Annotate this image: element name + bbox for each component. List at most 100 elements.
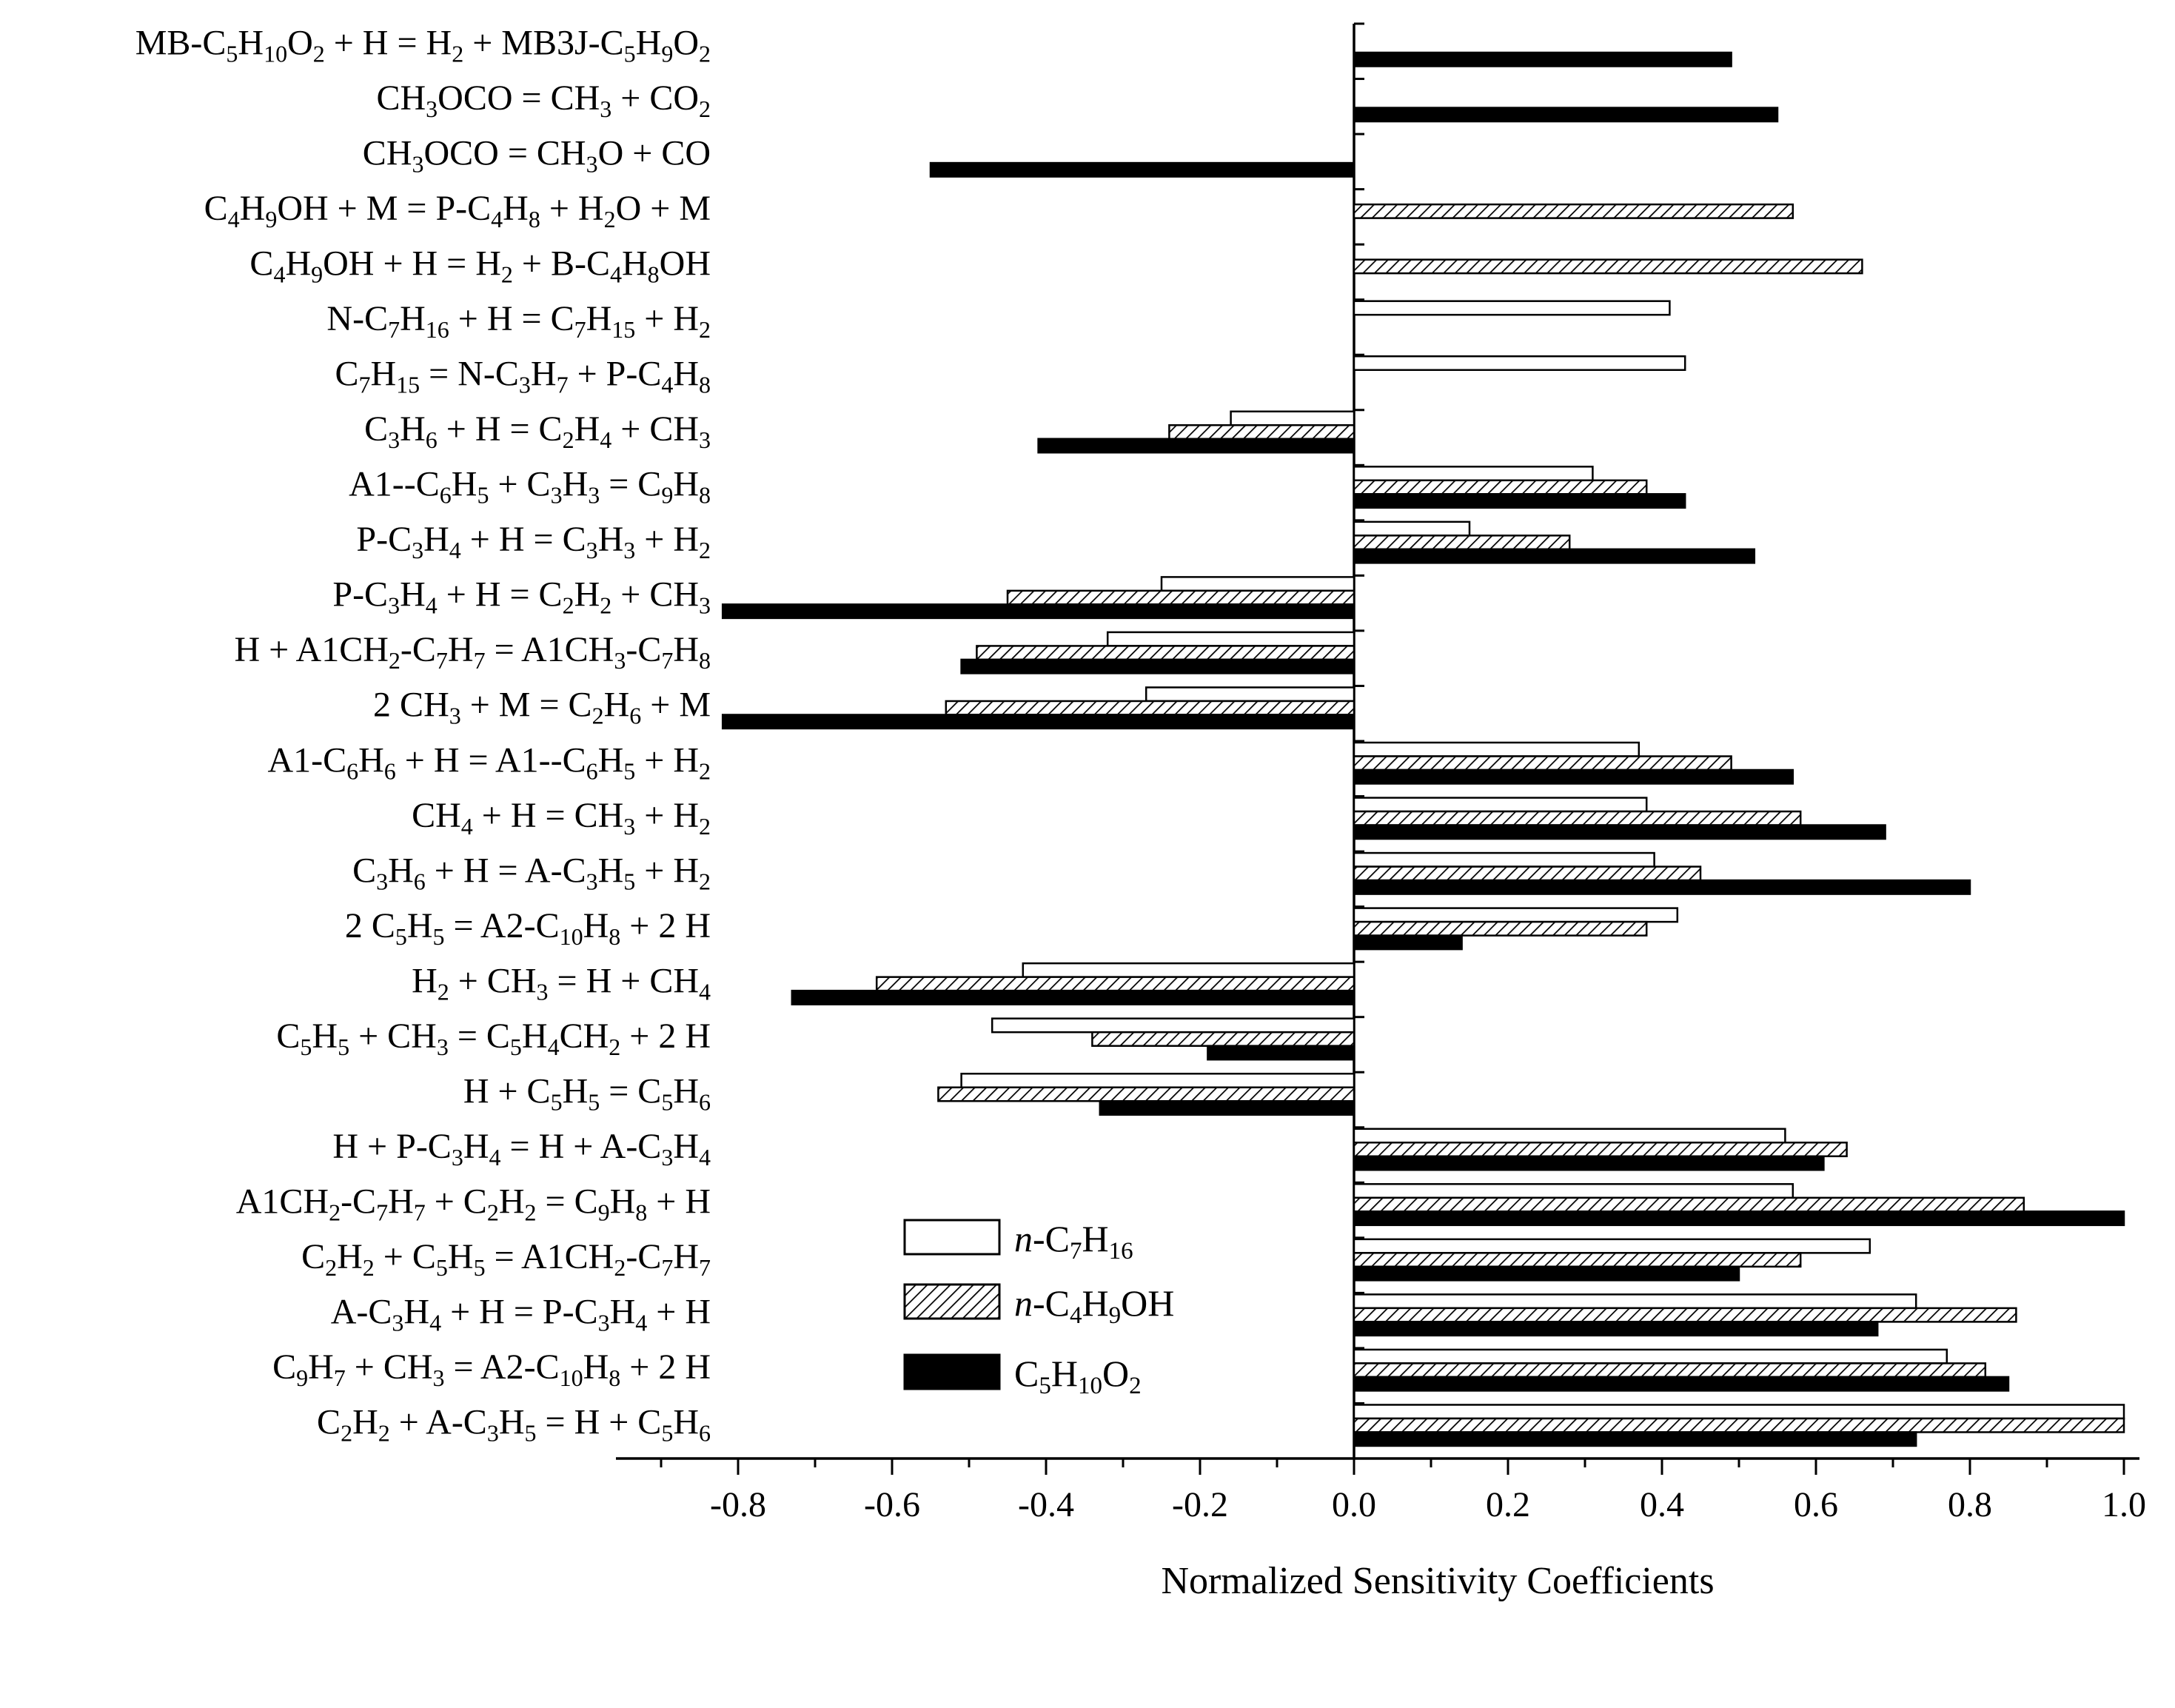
x-tick-label: 0.2 xyxy=(1486,1485,1530,1524)
bar-white-14 xyxy=(1353,797,1648,813)
category-label: MB-C5H10O2 + H = H2 + MB3J-C5H9O2 xyxy=(135,23,711,67)
bar-white-10 xyxy=(1160,576,1355,592)
x-axis-label: Normalized Sensitivity Coefficients xyxy=(1161,1560,1714,1602)
bar-hatched-11 xyxy=(976,645,1355,661)
category-label: C4H9OH + H = H2 + B-C4H8OH xyxy=(249,244,711,287)
bar-white-22 xyxy=(1353,1238,1871,1254)
bar-hatched-15 xyxy=(1353,865,1702,882)
x-tick-label: 0.0 xyxy=(1332,1485,1376,1524)
legend: n-C7H16 n-C4H9OH C5H10O2 xyxy=(903,1218,1174,1399)
category-labels: MB-C5H10O2 + H = H2 + MB3J-C5H9O2 CH3OCO … xyxy=(135,23,711,1446)
category-label: H + C5H5 = C5H6 xyxy=(463,1072,711,1116)
category-label: A1--C6H5 + C3H3 = C9H8 xyxy=(349,465,711,509)
bar-hatched-4 xyxy=(1353,258,1863,275)
category-label: H + A1CH2-C7H7 = A1CH3-C7H8 xyxy=(234,630,711,674)
bar-hatched-12 xyxy=(945,700,1355,716)
bar-white-8 xyxy=(1353,466,1594,482)
bar-black-0 xyxy=(1353,51,1732,67)
bars-group xyxy=(721,51,2125,1447)
category-label: A1CH2-C7H7 + C2H2 = C9H8 + H xyxy=(236,1182,711,1226)
bar-black-22 xyxy=(1353,1265,1740,1282)
bar-black-17 xyxy=(791,989,1355,1005)
category-label: C5H5 + CH3 = C5H4CH2 + 2 H xyxy=(276,1017,711,1060)
bar-white-25 xyxy=(1353,1404,2125,1420)
bar-white-19 xyxy=(960,1072,1355,1088)
bar-hatched-22 xyxy=(1353,1252,1802,1268)
category-label: CH3OCO = CH3 + CO2 xyxy=(376,78,711,122)
category-label: C2H2 + A-C3H5 = H + C5H6 xyxy=(317,1403,711,1447)
bar-white-21 xyxy=(1353,1183,1794,1199)
bar-hatched-25 xyxy=(1353,1417,2125,1433)
category-label: H2 + CH3 = H + CH4 xyxy=(412,961,711,1005)
category-label: 2 CH3 + M = C2H6 + M xyxy=(373,686,711,729)
bar-hatched-13 xyxy=(1353,755,1732,771)
bar-hatched-24 xyxy=(1353,1362,1987,1379)
category-label: C2H2 + C5H5 = A1CH2-C7H7 xyxy=(301,1237,711,1281)
category-label: P-C3H4 + H = C2H2 + CH3 xyxy=(332,575,711,619)
bar-black-16 xyxy=(1353,934,1463,951)
bar-hatched-20 xyxy=(1353,1142,1848,1158)
legend-swatch-hatched xyxy=(903,1283,1001,1320)
category-label: P-C3H4 + H = C3H3 + H2 xyxy=(356,520,711,563)
category-label: A1-C6H6 + H = A1--C6H5 + H2 xyxy=(267,740,711,784)
bar-black-18 xyxy=(1207,1045,1355,1061)
bar-white-13 xyxy=(1353,741,1641,757)
bar-hatched-8 xyxy=(1353,479,1648,495)
x-tick-label: -0.6 xyxy=(864,1485,920,1524)
category-label: C4H9OH + M = P-C4H8 + H2O + M xyxy=(204,189,711,232)
bar-white-5 xyxy=(1353,300,1671,316)
category-label: C3H6 + H = A-C3H5 + H2 xyxy=(352,851,711,894)
legend-swatch-white xyxy=(903,1219,1001,1256)
bar-hatched-23 xyxy=(1353,1307,2017,1323)
legend-swatch-black xyxy=(903,1353,1001,1390)
bar-white-16 xyxy=(1353,907,1679,923)
bar-black-19 xyxy=(1099,1099,1355,1116)
bar-hatched-21 xyxy=(1353,1196,2025,1213)
bar-hatched-19 xyxy=(937,1086,1355,1102)
bar-hatched-17 xyxy=(875,976,1355,992)
x-tick-label: -0.2 xyxy=(1172,1485,1228,1524)
bar-hatched-9 xyxy=(1353,535,1571,551)
legend-label: C5H10O2 xyxy=(1014,1353,1142,1399)
category-label: A-C3H4 + H = P-C3H4 + H xyxy=(331,1293,711,1336)
bar-white-12 xyxy=(1145,686,1355,703)
bar-black-14 xyxy=(1353,824,1886,840)
category-label: N-C7H16 + H = C7H15 + H2 xyxy=(326,299,711,343)
bar-black-1 xyxy=(1353,107,1779,123)
bar-black-25 xyxy=(1353,1431,1917,1447)
bar-white-17 xyxy=(1022,962,1355,978)
bar-white-23 xyxy=(1353,1293,1917,1310)
bar-white-24 xyxy=(1353,1348,1948,1364)
bar-black-8 xyxy=(1353,493,1686,509)
bar-black-13 xyxy=(1353,768,1794,785)
bar-hatched-10 xyxy=(1006,589,1355,606)
x-tick-label: 1.0 xyxy=(2102,1485,2146,1524)
legend-label: n-C7H16 xyxy=(1014,1218,1133,1265)
bar-black-7 xyxy=(1037,438,1355,454)
bar-black-21 xyxy=(1353,1210,2125,1227)
bar-white-6 xyxy=(1353,355,1686,371)
category-label: C7H15 = N-C3H7 + P-C4H8 xyxy=(335,355,711,398)
category-label: C9H7 + CH3 = A2-C10H8 + 2 H xyxy=(272,1347,711,1391)
bar-black-20 xyxy=(1353,1155,1825,1171)
category-label: H + P-C3H4 = H + A-C3H4 xyxy=(332,1127,711,1171)
bar-white-20 xyxy=(1353,1128,1786,1144)
x-tick-label: 0.8 xyxy=(1948,1485,1992,1524)
bar-white-11 xyxy=(1106,631,1355,647)
bar-black-23 xyxy=(1353,1321,1879,1337)
bar-hatched-14 xyxy=(1353,810,1802,826)
bar-black-2 xyxy=(929,161,1355,178)
category-label: CH4 + H = CH3 + H2 xyxy=(412,796,711,840)
bar-white-15 xyxy=(1353,851,1655,868)
bar-black-24 xyxy=(1353,1376,2010,1392)
x-tick-label: 0.4 xyxy=(1640,1485,1684,1524)
bar-white-7 xyxy=(1230,410,1355,426)
category-label: 2 C5H5 = A2-C10H8 + 2 H xyxy=(345,906,711,950)
bar-hatched-18 xyxy=(1091,1031,1355,1047)
bar-black-9 xyxy=(1353,548,1756,564)
bar-hatched-16 xyxy=(1353,920,1648,937)
x-tick-label: -0.4 xyxy=(1018,1485,1074,1524)
bar-white-18 xyxy=(991,1017,1355,1034)
category-label: CH3OCO = CH3O + CO xyxy=(363,133,711,177)
